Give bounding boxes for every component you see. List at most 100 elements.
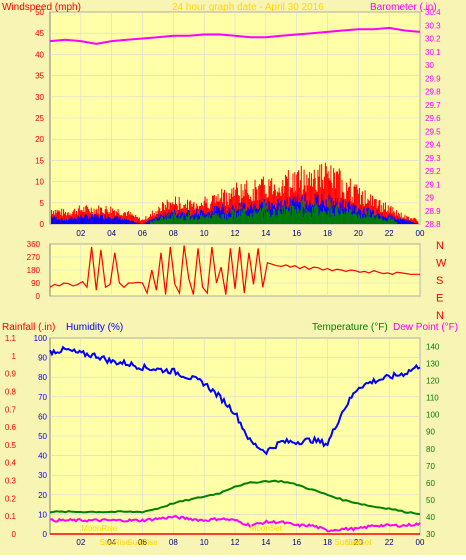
- time-tick-label: 18: [323, 229, 332, 238]
- climate-time-tick-label: 06: [138, 538, 147, 547]
- time-tick-label: 20: [354, 229, 363, 238]
- temperature-tick-label: 140: [426, 343, 440, 352]
- climate-time-tick-label: 12: [231, 538, 240, 547]
- wind-direction-line: [49, 245, 420, 296]
- temperature-tick-label: 50: [426, 496, 435, 505]
- windspeed-tick-label: 10: [35, 178, 44, 187]
- barometer-tick-label: 30.4: [425, 8, 441, 17]
- temperature-tick-label: 30: [426, 530, 435, 539]
- barometer-axis: 28.8 28.9 29 29.1 29.2 29.3 29.4 29.5 29.6 29.7 29…: [425, 8, 441, 229]
- humidity-axis-title: Humidity (%): [66, 322, 123, 333]
- direction-tick-label: 180: [27, 266, 41, 275]
- windspeed-tick-label: 30: [35, 93, 44, 102]
- barometer-tick-label: 30: [425, 61, 434, 70]
- windspeed-axis-title: Windspeed (mph): [2, 2, 81, 13]
- sun-moon-label: SunRise: [100, 538, 131, 547]
- direction-tick-label: 360: [27, 240, 41, 249]
- rainfall-tick-label: 0.4: [5, 459, 17, 468]
- rainfall-tick-label: 0: [12, 530, 17, 539]
- temperature-line: [49, 479, 421, 516]
- climate-time-tick-label: 22: [385, 538, 394, 547]
- humidity-tick-label: 70: [38, 393, 47, 402]
- time-tick-label: 22: [385, 229, 394, 238]
- time-tick-label: 00: [416, 229, 425, 238]
- barometer-tick-label: 29.8: [425, 88, 441, 97]
- barometer-tick-label: 29.1: [425, 180, 441, 189]
- climate-time-axis: 02 04 06 08 10 12 14 16 18 20 22 00: [76, 538, 425, 547]
- time-tick-label: 06: [138, 229, 147, 238]
- humidity-tick-label: 90: [38, 354, 47, 363]
- humidity-axis: 0 10 20 30 40 50 60 70 80 90 100: [34, 334, 48, 539]
- barometer-tick-label: 29.6: [425, 114, 441, 123]
- humidity-tick-label: 50: [38, 432, 47, 441]
- rainfall-tick-label: 0.9: [5, 370, 17, 379]
- windspeed-tick-label: 50: [35, 8, 44, 17]
- direction-tick-label: 0: [36, 292, 41, 301]
- humidity-tick-label: 40: [38, 452, 47, 461]
- time-tick-label: 14: [261, 229, 270, 238]
- sun-moon-label: MoonSet: [250, 524, 283, 533]
- time-tick-label: 10: [200, 229, 209, 238]
- humidity-tick-label: 100: [34, 334, 48, 343]
- humidity-tick-label: 60: [38, 412, 47, 421]
- temperature-tick-label: 130: [426, 360, 440, 369]
- direction-tick-label: 270: [27, 253, 41, 262]
- rainfall-tick-label: 0.1: [5, 512, 17, 521]
- rainfall-axis-title: Rainfall (.in): [2, 322, 55, 333]
- compass-label: W: [436, 258, 447, 270]
- compass-label: S: [436, 275, 443, 287]
- barometer-tick-label: 30.1: [425, 48, 441, 57]
- humidity-tick-label: 30: [38, 471, 47, 480]
- direction-grid: [50, 243, 421, 297]
- time-tick-label: 02: [76, 229, 85, 238]
- wind-low-series: [150, 198, 398, 224]
- barometer-tick-label: 29.9: [425, 74, 441, 83]
- compass-label: N: [436, 240, 444, 252]
- direction-tick-label: 90: [31, 279, 40, 288]
- barometer-axis-title: Barometer (.in): [370, 2, 437, 13]
- rain-humidity-grid: [50, 337, 421, 535]
- humidity-tick-label: 20: [38, 491, 47, 500]
- windspeed-tick-label: 0: [40, 220, 45, 229]
- rainfall-tick-label: 1: [12, 352, 17, 361]
- barometer-tick-label: 30.3: [425, 21, 441, 30]
- barometer-tick-label: 29.2: [425, 167, 441, 176]
- windspeed-tick-label: 20: [35, 135, 44, 144]
- temperature-tick-label: 60: [426, 479, 435, 488]
- time-tick-label: 04: [107, 229, 116, 238]
- humidity-tick-label: 10: [38, 510, 47, 519]
- climate-time-tick-label: 10: [200, 538, 209, 547]
- climate-time-tick-label: 14: [261, 538, 270, 547]
- sun-moon-label: MoonRise: [81, 524, 118, 533]
- temperature-axis: 30 40 50 60 70 80 90 100 110 120 130 140: [426, 343, 440, 539]
- sun-moon-label: SunSet: [334, 538, 361, 547]
- time-tick-label: 16: [292, 229, 301, 238]
- windspeed-tick-label: 15: [35, 156, 44, 165]
- graph-title: 24 hour graph date - April 30 2016: [172, 2, 324, 13]
- climate-time-tick-label: 16: [292, 538, 301, 547]
- rainfall-tick-label: 0.5: [5, 441, 17, 450]
- rainfall-tick-label: 0.2: [5, 494, 17, 503]
- windspeed-axis: 0 5 10 15 20 25 30 35 40 45 50: [35, 8, 44, 229]
- temperature-tick-label: 100: [426, 411, 440, 420]
- temperature-tick-label: 80: [426, 445, 435, 454]
- climate-time-tick-label: 08: [169, 538, 178, 547]
- compass-label: E: [436, 293, 443, 305]
- windspeed-tick-label: 25: [35, 114, 44, 123]
- climate-time-tick-label: 00: [416, 538, 425, 547]
- temperature-axis-title: Temperature (°F): [312, 322, 388, 333]
- windspeed-tick-label: 5: [40, 199, 45, 208]
- dew-point-axis-title: Dew Point (°F): [393, 322, 458, 333]
- dew-point-line: [49, 514, 421, 533]
- barometer-line: [49, 26, 421, 45]
- climate-time-tick-label: 20: [354, 538, 363, 547]
- temperature-tick-label: 90: [426, 428, 435, 437]
- humidity-tick-label: 0: [43, 530, 48, 539]
- barometer-tick-label: 28.8: [425, 220, 441, 229]
- rainfall-tick-label: 0.3: [5, 477, 17, 486]
- temperature-tick-label: 70: [426, 462, 435, 471]
- wind-grid: [50, 11, 421, 225]
